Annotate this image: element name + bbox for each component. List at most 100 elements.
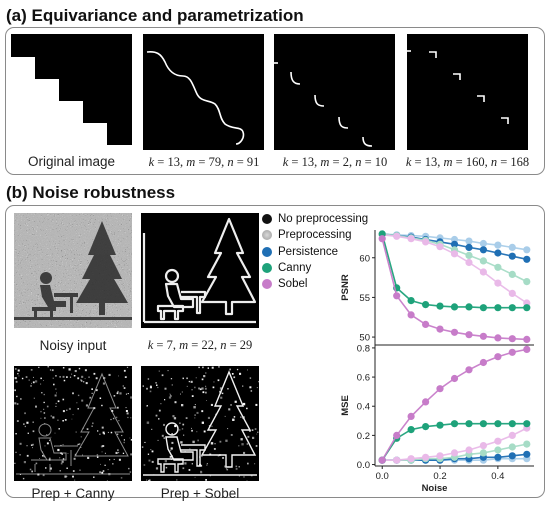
noise-speck bbox=[74, 375, 76, 377]
noise-speck bbox=[243, 451, 246, 454]
noise-speck bbox=[102, 431, 105, 434]
noise-speck bbox=[32, 381, 35, 384]
noise-speck bbox=[254, 463, 256, 465]
noise-speck bbox=[64, 475, 67, 478]
noise-speck bbox=[64, 419, 67, 421]
noise-speck bbox=[173, 417, 177, 420]
noise-speck bbox=[206, 463, 208, 465]
noise-speck bbox=[169, 394, 171, 396]
noise-speck bbox=[254, 428, 257, 430]
noise-speck bbox=[23, 423, 25, 425]
noise-speck bbox=[96, 456, 99, 458]
data-point bbox=[378, 235, 386, 243]
noise-speck bbox=[150, 449, 152, 451]
noise-speck bbox=[118, 375, 119, 377]
noise-speck bbox=[89, 396, 92, 399]
legend-item-no-preprocessing: No preprocessing bbox=[262, 211, 368, 227]
data-point bbox=[523, 440, 531, 448]
noise-speck bbox=[151, 460, 154, 463]
noise-speck bbox=[130, 439, 132, 441]
noise-speck bbox=[119, 392, 122, 395]
noise-speck bbox=[17, 369, 20, 372]
noise-speck bbox=[190, 380, 193, 383]
noise-speck bbox=[59, 376, 61, 378]
noise-speck bbox=[35, 405, 37, 408]
noise-speck bbox=[101, 471, 104, 474]
data-point bbox=[494, 446, 502, 454]
noise-speck bbox=[142, 385, 144, 387]
noise-speck bbox=[49, 369, 51, 371]
caption-params-2: k = 13, m = 2, n = 10 bbox=[282, 155, 388, 169]
noise-speck bbox=[170, 395, 172, 397]
noise-speck bbox=[61, 453, 63, 455]
data-point bbox=[523, 420, 531, 428]
noise-speck bbox=[106, 480, 108, 481]
legend-label: Canny bbox=[278, 262, 312, 275]
x-tick-label: 0.4 bbox=[491, 471, 504, 482]
noise-speck bbox=[127, 416, 129, 419]
noise-speck bbox=[101, 451, 103, 453]
data-point bbox=[494, 304, 502, 312]
y-tick-label: 0.8 bbox=[357, 343, 370, 354]
noise-speck bbox=[38, 366, 40, 368]
legend-marker bbox=[262, 214, 272, 225]
noise-speck bbox=[191, 389, 193, 391]
noise-speck bbox=[201, 421, 204, 424]
noise-speck bbox=[15, 433, 17, 435]
noise-speck bbox=[62, 398, 65, 401]
data-point bbox=[508, 335, 516, 343]
noise-speck bbox=[170, 378, 173, 380]
noise-speck bbox=[189, 448, 191, 450]
noise-speck bbox=[62, 444, 64, 446]
data-point bbox=[494, 353, 502, 361]
noise-speck bbox=[19, 442, 22, 445]
noise-speck bbox=[40, 383, 42, 385]
noise-speck bbox=[42, 454, 44, 457]
noise-speck bbox=[240, 416, 242, 418]
noise-speck bbox=[161, 434, 164, 437]
noise-speck bbox=[172, 415, 175, 418]
noise-speck bbox=[55, 375, 57, 377]
noise-speck bbox=[100, 463, 101, 465]
noise-speck bbox=[43, 380, 44, 381]
noise-speck bbox=[14, 389, 16, 392]
noise-speck bbox=[43, 408, 45, 410]
noise-speck bbox=[158, 370, 160, 372]
noise-speck bbox=[99, 397, 102, 399]
noise-speck bbox=[213, 448, 216, 450]
caption-original-image: Original image bbox=[27, 154, 116, 169]
data-point bbox=[508, 252, 516, 260]
noise-speck bbox=[46, 434, 48, 436]
noise-speck bbox=[46, 405, 49, 408]
data-point bbox=[450, 449, 459, 457]
noise-speck bbox=[35, 380, 38, 383]
noise-speck bbox=[96, 454, 99, 456]
noise-speck bbox=[111, 410, 114, 412]
data-point bbox=[393, 292, 401, 300]
noise-speck bbox=[125, 410, 128, 412]
noise-speck bbox=[167, 370, 169, 372]
data-point bbox=[479, 449, 487, 457]
legend-marker bbox=[262, 246, 272, 257]
noise-speck bbox=[91, 425, 93, 427]
noise-speck bbox=[257, 431, 259, 433]
noise-speck bbox=[226, 468, 229, 471]
noise-speck bbox=[102, 445, 105, 447]
noise-speck bbox=[198, 366, 200, 369]
noise-speck bbox=[57, 419, 59, 421]
noise-speck bbox=[23, 461, 26, 464]
noise-speck bbox=[210, 442, 214, 445]
noise-speck bbox=[191, 427, 192, 429]
section-b-title: (b) Noise robustness bbox=[6, 183, 176, 202]
noise-speck bbox=[18, 375, 20, 377]
noise-speck bbox=[161, 374, 164, 377]
noise-speck bbox=[25, 376, 28, 378]
noise-speck bbox=[207, 367, 209, 369]
legend-marker bbox=[262, 230, 272, 241]
data-point bbox=[422, 320, 430, 328]
noise-speck bbox=[77, 394, 80, 397]
y-axis-label: PSNR bbox=[340, 274, 351, 301]
caption-noisy-input: Noisy input bbox=[39, 338, 107, 353]
noise-speck bbox=[62, 375, 65, 378]
noise-speck bbox=[95, 377, 98, 380]
